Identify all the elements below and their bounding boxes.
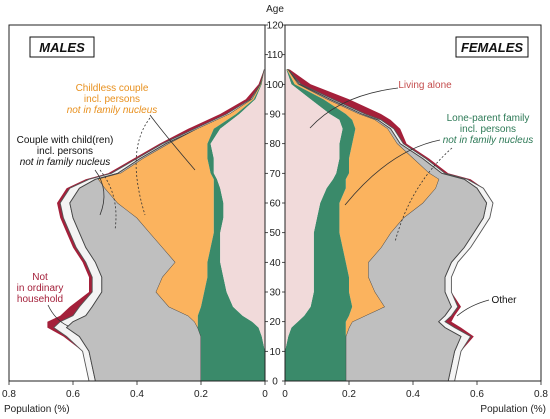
age-tick-labels: 0 10 20 30 40 50 60 70 80 90 100 110 120 <box>265 21 285 388</box>
annotation-childless-couple: Childless couple incl. persons not in fa… <box>67 83 196 216</box>
not-label-3: household <box>17 294 63 305</box>
x-tick-left-0.8: 0.8 <box>2 389 16 400</box>
males-lone-parent-area <box>197 69 265 381</box>
males-title: MALES <box>39 40 85 55</box>
males-living-alone-area <box>210 69 265 381</box>
childless-arrow-dashed <box>135 117 151 216</box>
not-arrow <box>47 304 69 327</box>
lone-arrow-solid <box>344 139 441 206</box>
x-tick-right-0.4: 0.4 <box>406 389 420 400</box>
age-tick-0: 0 <box>272 377 278 388</box>
annotation-lone-parent: Lone-parent family incl. persons not in … <box>344 113 534 243</box>
age-tick-20: 20 <box>269 317 281 328</box>
lone-label-1: Lone-parent family <box>447 113 530 124</box>
x-tick-left-0.6: 0.6 <box>66 389 80 400</box>
not-label-1: Not <box>32 272 48 283</box>
x-axis-label-left: Population (%) <box>4 404 70 415</box>
couple-label-1: Couple with child(ren) <box>17 135 114 146</box>
x-tick-right-0.8: 0.8 <box>534 389 548 400</box>
x-tick-left-0.2: 0.2 <box>194 389 208 400</box>
childless-label-3: not in family nucleus <box>67 105 158 116</box>
annotation-not-in-ordinary-household: Not in ordinary household <box>17 272 69 327</box>
females-area-series <box>285 69 494 382</box>
childless-arrow-solid <box>149 114 196 171</box>
other-label: Other <box>491 295 517 306</box>
x-tick-left-0: 0 <box>262 389 268 400</box>
annotation-living-alone: Living alone <box>309 80 452 129</box>
males-panel-label: MALES <box>29 36 95 58</box>
age-tick-40: 40 <box>269 258 281 269</box>
age-tick-110: 110 <box>267 50 283 61</box>
not-label-2: in ordinary <box>17 283 64 294</box>
annotation-couple-with-children: Couple with child(ren) incl. persons not… <box>17 135 117 231</box>
annotation-other: Other <box>456 295 517 317</box>
couple-label-3: not in family nucleus <box>20 157 111 168</box>
couple-arrow-solid <box>94 169 105 216</box>
females-living-alone-area <box>285 69 343 381</box>
females-panel-label: FEMALES <box>455 36 529 58</box>
x-tick-right-0: 0 <box>282 389 288 400</box>
couple-arrow-dashed <box>99 169 117 231</box>
lone-label-2: incl. persons <box>460 124 516 135</box>
couple-label-2: incl. persons <box>37 146 93 157</box>
x-tick-right-0.2: 0.2 <box>342 389 356 400</box>
age-tick-120: 120 <box>267 21 284 32</box>
age-tick-60: 60 <box>269 199 281 210</box>
age-tick-50: 50 <box>269 228 281 239</box>
age-tick-30: 30 <box>269 288 281 299</box>
females-childless-couple-area <box>286 69 439 381</box>
x-tick-labels: 0.8 0.6 0.4 0.2 0 0 0.2 0.4 0.6 0.8 <box>2 381 548 400</box>
age-tick-100: 100 <box>267 80 284 91</box>
x-tick-left-0.4: 0.4 <box>130 389 144 400</box>
age-axis-label: Age <box>266 4 284 15</box>
lone-label-3: not in family nucleus <box>443 135 534 146</box>
living-alone-arrow <box>309 87 399 129</box>
x-tick-right-0.6: 0.6 <box>470 389 484 400</box>
males-area-series <box>47 69 265 382</box>
age-tick-10: 10 <box>269 347 281 358</box>
females-lone-parent-area <box>285 69 356 381</box>
age-tick-80: 80 <box>269 139 281 150</box>
x-axis-label-right: Population (%) <box>480 404 546 415</box>
age-tick-90: 90 <box>269 110 281 121</box>
females-title: FEMALES <box>461 40 523 55</box>
childless-label-2: incl. persons <box>84 94 140 105</box>
age-tick-70: 70 <box>269 169 281 180</box>
living-alone-label: Living alone <box>398 80 452 91</box>
males-childless-couple-area <box>98 69 265 381</box>
childless-label-1: Childless couple <box>76 83 149 94</box>
other-arrow <box>456 299 490 317</box>
